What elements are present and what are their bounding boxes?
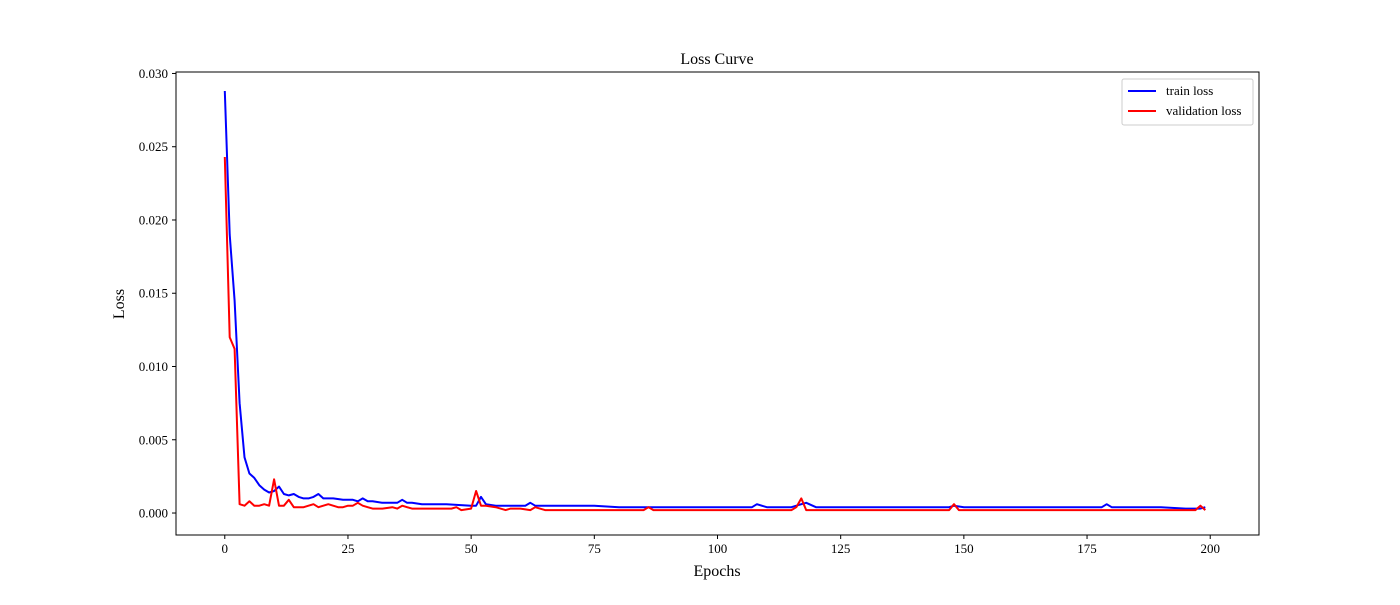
x-tick-label: 25 (341, 541, 354, 556)
x-tick-label: 200 (1200, 541, 1220, 556)
x-tick-label: 0 (222, 541, 229, 556)
train-loss-line (223, 90, 1206, 510)
x-axis: 0 25 50 75 100 125 150 175 200 (222, 535, 1220, 556)
x-tick-label: 150 (954, 541, 974, 556)
y-axis: 0.000 0.005 0.010 0.015 0.020 0.025 0.030 (139, 66, 176, 521)
x-axis-title: Epochs (693, 563, 740, 580)
y-tick-label: 0.030 (139, 66, 168, 81)
y-axis-title: Loss (111, 289, 128, 319)
x-tick-label: 100 (708, 541, 728, 556)
plot-frame (175, 71, 1260, 536)
x-tick-label: 50 (465, 541, 478, 556)
x-tick-label: 125 (831, 541, 851, 556)
validation-loss-line (223, 156, 1206, 512)
x-tick-label: 75 (588, 541, 601, 556)
y-tick-label: 0.020 (139, 212, 168, 227)
x-tick-label: 175 (1077, 541, 1097, 556)
y-tick-label: 0.000 (139, 506, 168, 521)
y-tick-label: 0.015 (139, 286, 168, 301)
legend: train loss validation loss (1121, 78, 1254, 126)
legend-label-validation: validation loss (1166, 103, 1241, 118)
legend-label-train: train loss (1166, 83, 1213, 98)
y-tick-label: 0.010 (139, 359, 168, 374)
chart-title: Loss Curve (680, 51, 753, 68)
y-tick-label: 0.025 (139, 139, 168, 154)
y-tick-label: 0.005 (139, 432, 168, 447)
series-layer (223, 90, 1206, 512)
